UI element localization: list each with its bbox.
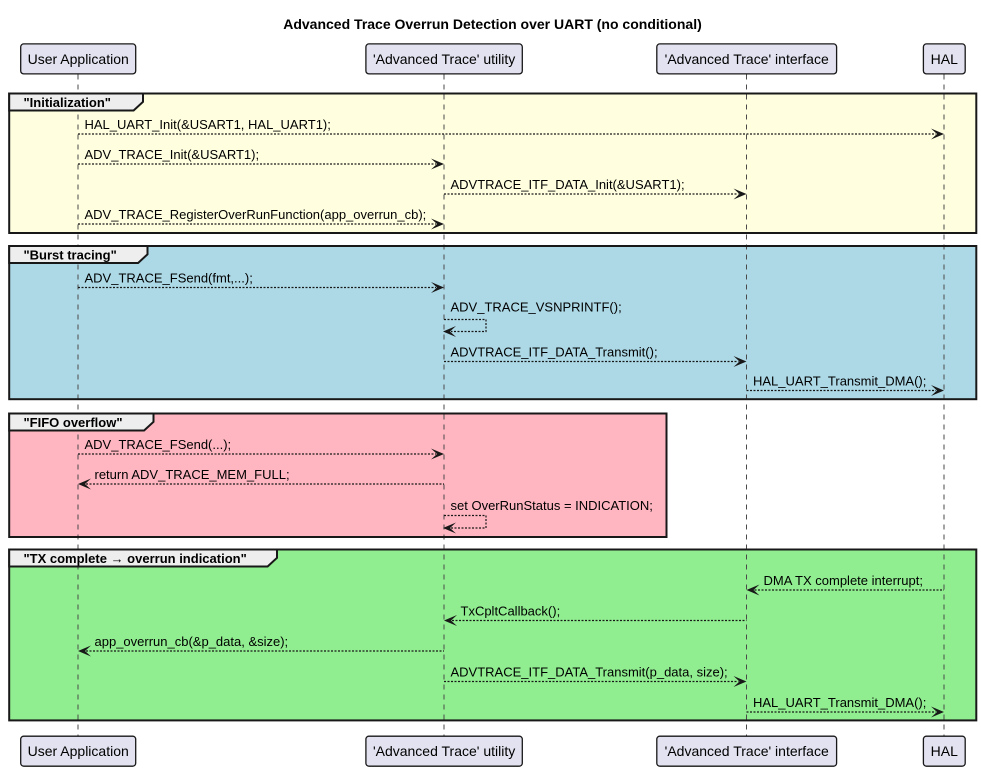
svg-text:HAL_UART_Transmit_DMA();: HAL_UART_Transmit_DMA(); bbox=[753, 374, 926, 389]
svg-text:ADVTRACE_ITF_DATA_Transmit(p_d: ADVTRACE_ITF_DATA_Transmit(p_data, size)… bbox=[451, 665, 728, 680]
svg-text:User Application: User Application bbox=[28, 51, 129, 67]
svg-text:'Advanced Trace' utility: 'Advanced Trace' utility bbox=[373, 743, 515, 759]
svg-text:Advanced Trace Overrun Detecti: Advanced Trace Overrun Detection over UA… bbox=[283, 16, 702, 32]
svg-text:HAL: HAL bbox=[931, 743, 958, 759]
svg-text:return ADV_TRACE_MEM_FULL;: return ADV_TRACE_MEM_FULL; bbox=[95, 467, 290, 482]
svg-text:ADVTRACE_ITF_DATA_Transmit();: ADVTRACE_ITF_DATA_Transmit(); bbox=[451, 345, 658, 360]
svg-text:HAL_UART_Transmit_DMA();: HAL_UART_Transmit_DMA(); bbox=[753, 695, 926, 710]
svg-text:HAL_UART_Init(&USART1, HAL_UAR: HAL_UART_Init(&USART1, HAL_UART1); bbox=[85, 117, 331, 132]
svg-text:"Burst tracing": "Burst tracing" bbox=[24, 248, 117, 263]
svg-text:HAL: HAL bbox=[931, 51, 958, 67]
svg-text:ADVTRACE_ITF_DATA_Init(&USART1: ADVTRACE_ITF_DATA_Init(&USART1); bbox=[451, 177, 685, 192]
svg-text:ADV_TRACE_FSend(...);: ADV_TRACE_FSend(...); bbox=[85, 437, 232, 452]
svg-text:"FIFO overflow": "FIFO overflow" bbox=[24, 415, 123, 430]
svg-text:"TX complete → overrun indicat: "TX complete → overrun indication" bbox=[24, 551, 247, 566]
svg-text:ADV_TRACE_FSend(fmt,...);: ADV_TRACE_FSend(fmt,...); bbox=[85, 271, 253, 286]
svg-text:'Advanced Trace' interface: 'Advanced Trace' interface bbox=[665, 51, 829, 67]
svg-text:TxCpltCallback();: TxCpltCallback(); bbox=[461, 604, 561, 619]
svg-text:set OverRunStatus = INDICATION: set OverRunStatus = INDICATION; bbox=[451, 498, 653, 513]
svg-text:"Initialization": "Initialization" bbox=[24, 95, 111, 110]
svg-text:DMA TX complete interrupt;: DMA TX complete interrupt; bbox=[764, 573, 923, 588]
svg-text:ADV_TRACE_Init(&USART1);: ADV_TRACE_Init(&USART1); bbox=[85, 147, 260, 162]
svg-text:'Advanced Trace' interface: 'Advanced Trace' interface bbox=[665, 743, 829, 759]
svg-text:'Advanced Trace' utility: 'Advanced Trace' utility bbox=[373, 51, 515, 67]
svg-text:app_overrun_cb(&p_data, &size): app_overrun_cb(&p_data, &size); bbox=[95, 634, 289, 649]
svg-text:ADV_TRACE_RegisterOverRunFunct: ADV_TRACE_RegisterOverRunFunction(app_ov… bbox=[85, 207, 427, 222]
svg-text:ADV_TRACE_VSNPRINTF();: ADV_TRACE_VSNPRINTF(); bbox=[451, 300, 622, 315]
svg-text:User Application: User Application bbox=[28, 743, 129, 759]
